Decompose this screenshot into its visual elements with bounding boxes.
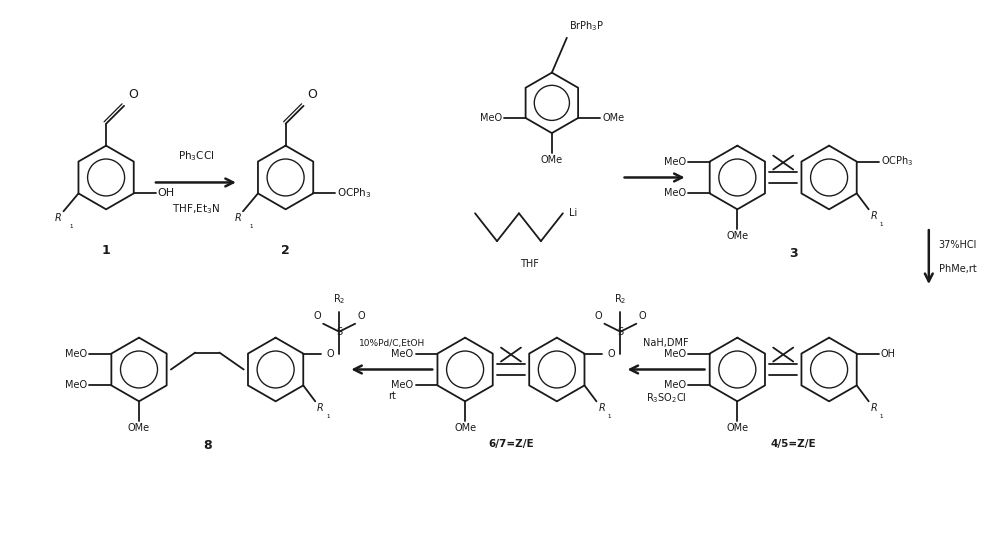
Text: ₁: ₁ (326, 411, 330, 420)
Text: MeO: MeO (65, 349, 87, 359)
Text: OMe: OMe (454, 423, 476, 433)
Text: O: O (607, 349, 615, 359)
Text: R$_2$: R$_2$ (333, 292, 345, 306)
Text: MeO: MeO (391, 380, 414, 390)
Text: 2: 2 (281, 244, 290, 257)
Text: MeO: MeO (664, 189, 686, 198)
Text: R: R (234, 214, 241, 223)
Text: O: O (326, 349, 334, 359)
Text: OMe: OMe (726, 231, 748, 241)
Text: S: S (617, 327, 623, 337)
Text: MeO: MeO (65, 380, 87, 390)
Text: ₁: ₁ (607, 411, 611, 420)
Text: MeO: MeO (480, 113, 502, 123)
Text: OH: OH (158, 189, 175, 198)
Text: MeO: MeO (664, 157, 686, 166)
Text: O: O (638, 311, 646, 321)
Text: 3: 3 (789, 247, 797, 260)
Text: MeO: MeO (391, 349, 414, 359)
Text: Ph$_3$CCl: Ph$_3$CCl (178, 149, 214, 163)
Text: PhMe,rt: PhMe,rt (939, 264, 977, 274)
Text: R$_3$SO$_2$Cl: R$_3$SO$_2$Cl (646, 391, 686, 405)
Text: R: R (871, 403, 877, 414)
Text: OH: OH (881, 349, 896, 359)
Text: O: O (595, 311, 602, 321)
Text: R: R (55, 214, 62, 223)
Text: Li: Li (569, 208, 577, 218)
Text: rt: rt (388, 391, 396, 402)
Text: THF,Et$_3$N: THF,Et$_3$N (172, 202, 220, 216)
Text: OMe: OMe (541, 155, 563, 165)
Text: OMe: OMe (602, 113, 624, 123)
Text: R$_2$: R$_2$ (614, 292, 627, 306)
Text: OMe: OMe (726, 423, 748, 433)
Text: S: S (336, 327, 342, 337)
Text: BrPh$_3$P: BrPh$_3$P (569, 19, 604, 33)
Text: OCPh$_3$: OCPh$_3$ (881, 154, 913, 169)
Text: 37%HCl: 37%HCl (939, 240, 977, 250)
Text: OCPh$_3$: OCPh$_3$ (337, 186, 372, 201)
Text: ₁: ₁ (880, 411, 883, 420)
Text: R: R (598, 403, 605, 414)
Text: 4/5=Z/E: 4/5=Z/E (770, 439, 816, 449)
Text: R: R (871, 211, 877, 221)
Text: 10%Pd/C,EtOH: 10%Pd/C,EtOH (359, 339, 425, 347)
Text: 6/7=Z/E: 6/7=Z/E (488, 439, 534, 449)
Text: ₁: ₁ (69, 221, 73, 230)
Text: 8: 8 (203, 439, 212, 452)
Text: O: O (308, 88, 317, 101)
Text: O: O (128, 88, 138, 101)
Text: R: R (317, 403, 324, 414)
Text: ₁: ₁ (249, 221, 252, 230)
Text: MeO: MeO (664, 349, 686, 359)
Text: O: O (314, 311, 321, 321)
Text: ₁: ₁ (880, 220, 883, 228)
Text: OMe: OMe (128, 423, 150, 433)
Text: 1: 1 (102, 244, 110, 257)
Text: NaH,DMF: NaH,DMF (643, 338, 689, 347)
Text: THF: THF (520, 259, 539, 269)
Text: O: O (357, 311, 365, 321)
Text: MeO: MeO (664, 380, 686, 390)
